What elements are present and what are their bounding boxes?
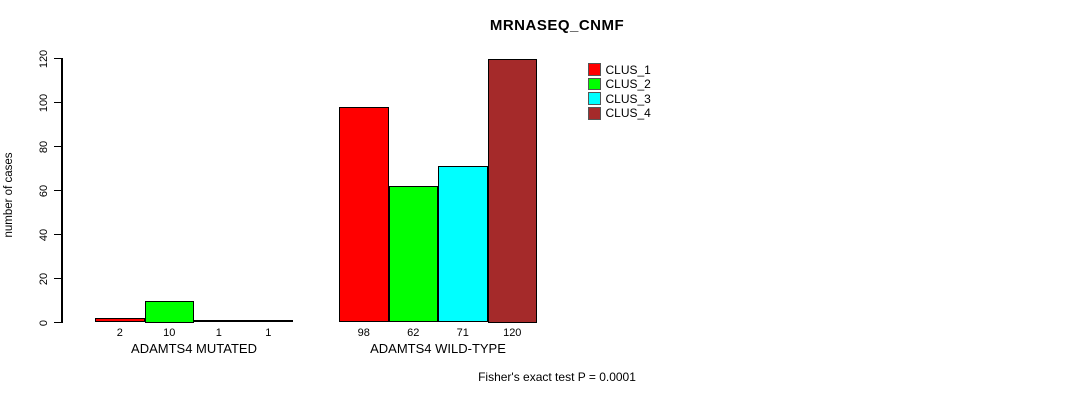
y-tick <box>54 233 62 236</box>
bar-value-label: 71 <box>456 326 469 339</box>
legend-label: CLUS_1 <box>605 62 651 77</box>
legend-label: CLUS_2 <box>605 77 651 92</box>
y-tick-label: 40 <box>38 228 50 241</box>
legend-item-clus_1: CLUS_1 <box>588 62 651 77</box>
bar-clus_3-group1 <box>194 320 244 323</box>
y-tick <box>54 277 62 280</box>
bar-clus_3-group2 <box>438 166 488 323</box>
bar-clus_4-group1 <box>243 320 293 323</box>
y-tick-label: 60 <box>38 184 50 197</box>
y-tick-label: 20 <box>38 272 50 285</box>
y-tick-label: 120 <box>38 49 50 68</box>
bar-value-label: 98 <box>357 326 370 339</box>
y-tick <box>54 189 62 192</box>
legend-item-clus_2: CLUS_2 <box>588 77 651 92</box>
y-tick <box>54 57 62 60</box>
legend-swatch-clus_2 <box>588 77 601 91</box>
bar-clus_2-group1 <box>144 300 194 323</box>
y-tick <box>54 145 62 148</box>
y-tick <box>54 101 62 104</box>
bar-value-label: 120 <box>503 326 522 339</box>
bar-value-label: 2 <box>116 326 123 339</box>
legend-item-clus_4: CLUS_4 <box>588 106 651 121</box>
legend-swatch-clus_4 <box>588 107 601 120</box>
bar-value-label: 1 <box>215 326 222 339</box>
bar-clus_4-group2 <box>487 58 537 323</box>
group-label-2: ADAMTS4 WILD-TYPE <box>370 341 506 356</box>
y-tick-label: 80 <box>38 140 50 153</box>
legend-swatch-clus_1 <box>588 63 601 76</box>
bar-clus_1-group1 <box>95 318 145 323</box>
y-tick-label: 100 <box>38 93 50 112</box>
legend-swatch-clus_3 <box>588 92 601 105</box>
bar-clus_1-group2 <box>339 106 389 323</box>
chart-title: MRNASEQ_CNMF <box>489 17 625 34</box>
bar-value-label: 1 <box>265 326 272 339</box>
y-tick-label: 0 <box>38 319 50 326</box>
bar-value-label: 62 <box>407 326 420 339</box>
legend-label: CLUS_3 <box>605 91 651 106</box>
footnote: Fisher's exact test P = 0.0001 <box>478 370 636 384</box>
bar-clus_2-group2 <box>388 186 438 323</box>
bar-value-label: 10 <box>163 326 176 339</box>
group-label-1: ADAMTS4 MUTATED <box>131 341 257 356</box>
y-axis-label: number of cases <box>3 152 15 238</box>
legend-item-clus_3: CLUS_3 <box>588 91 651 106</box>
legend-label: CLUS_4 <box>605 106 651 121</box>
y-tick <box>54 321 62 324</box>
